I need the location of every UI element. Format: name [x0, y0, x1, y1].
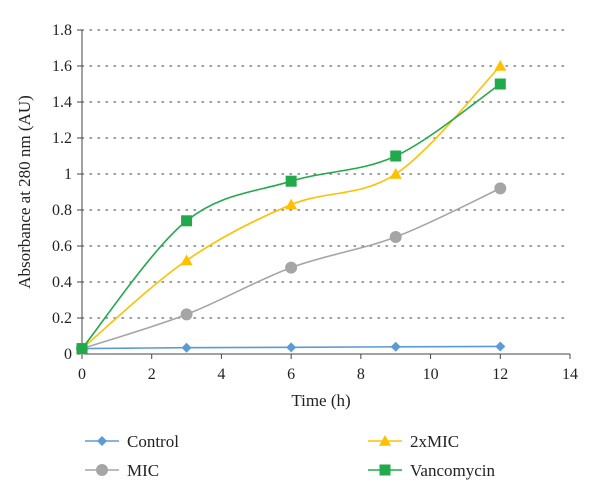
y-axis-title: Absorbance at 280 nm (AU): [15, 95, 34, 289]
data-point-control: [390, 341, 401, 352]
data-point-control: [495, 341, 506, 352]
data-point-mic: [389, 231, 402, 243]
legend: Control MIC 2xMIC Vancomycin: [85, 432, 495, 480]
y-tick-label: 1.8: [52, 22, 72, 39]
legend-label: 2xMIC: [410, 432, 459, 451]
x-tick-label: 6: [287, 366, 295, 383]
y-tick-label: 1.2: [52, 130, 72, 147]
data-point-mic: [494, 182, 507, 195]
legend-label: MIC: [127, 461, 159, 480]
x-tick-label: 14: [562, 366, 578, 383]
series-markers: [76, 60, 507, 355]
y-tick-label: 0.4: [52, 274, 72, 291]
y-tick-labels: 0 0.2 0.4 0.6 0.8 1 1.2 1.4 1.6 1.8: [52, 22, 72, 363]
series-line-vancomycin: [81, 83, 501, 350]
data-point-vancomycin: [494, 78, 506, 90]
data-point-2xmic: [389, 168, 402, 179]
data-point-vancomycin: [390, 150, 402, 162]
data-point-2xmic: [180, 254, 193, 266]
y-tick-label: 1.6: [52, 58, 72, 75]
legend-item-mic: MIC: [85, 461, 159, 480]
data-point-mic: [180, 308, 193, 321]
data-point-2xmic: [285, 198, 298, 210]
x-tick-label: 12: [492, 366, 508, 383]
x-tick-label: 2: [148, 366, 156, 383]
x-tick-label: 0: [78, 366, 86, 383]
y-tick-label: 0.2: [52, 310, 72, 327]
legend-label: Control: [127, 432, 179, 451]
data-point-vancomycin: [76, 343, 88, 355]
y-tick-label: 0: [64, 346, 72, 363]
data-point-vancomycin: [285, 175, 297, 187]
legend-marker: [379, 435, 391, 446]
data-point-control: [286, 342, 297, 353]
legend-label: Vancomycin: [410, 461, 495, 480]
data-point-mic: [285, 261, 298, 274]
y-tick-label: 1: [64, 166, 72, 183]
x-tick-label: 8: [357, 366, 365, 383]
x-tick-label: 4: [217, 366, 225, 383]
legend-item-2xmic: 2xMIC: [368, 432, 459, 451]
data-point-vancomycin: [181, 215, 193, 227]
x-tick-label: 10: [423, 366, 439, 383]
x-tick-labels: 0 2 4 6 8 10 12 14: [78, 366, 578, 383]
gridlines: [81, 29, 571, 319]
legend-marker: [96, 464, 108, 476]
y-tick-label: 0.6: [52, 238, 72, 255]
legend-item-control: Control: [85, 432, 179, 451]
y-tick-label: 0.8: [52, 202, 72, 219]
data-point-2xmic: [494, 60, 507, 71]
legend-marker: [97, 436, 107, 446]
y-tick-label: 1.4: [52, 94, 72, 111]
legend-item-vancomycin: Vancomycin: [368, 461, 495, 480]
data-point-control: [181, 342, 192, 353]
legend-marker: [379, 464, 391, 476]
x-axis-title: Time (h): [291, 391, 350, 410]
